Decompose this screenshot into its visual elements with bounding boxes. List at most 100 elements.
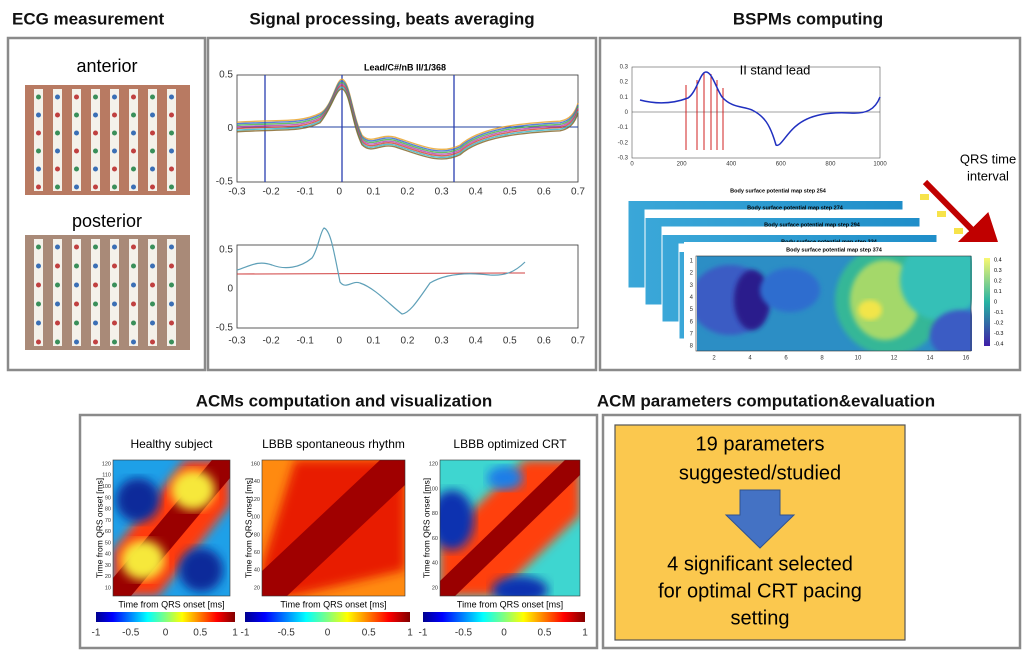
- y-tick-label: 0: [625, 110, 629, 116]
- electrode: [74, 112, 79, 118]
- acm-maps: Healthy subject Time from QRS onset [ms] T…: [94, 437, 585, 622]
- electrode: [74, 301, 79, 307]
- y-tick-label: 120: [251, 497, 260, 503]
- electrode: [74, 184, 79, 190]
- x-tick-label: -1: [241, 628, 250, 639]
- electrode: [36, 148, 41, 154]
- electrode: [36, 184, 41, 190]
- electrode: [93, 339, 98, 345]
- electrode: [93, 94, 98, 100]
- beat-trace: [236, 88, 579, 160]
- heading: ACMs computation and visualization: [196, 391, 493, 410]
- x-tick-label: 600: [776, 162, 787, 168]
- electrode: [93, 282, 98, 288]
- colorbar-tick-label: -0.3: [994, 331, 1003, 337]
- electrode: [74, 263, 79, 269]
- electrode: [169, 301, 174, 307]
- x-tick-label: -0.5: [278, 628, 296, 639]
- electrode: [74, 320, 79, 326]
- electrode: [55, 184, 60, 190]
- electrode: [36, 130, 41, 136]
- x-tick-label: 0.2: [401, 187, 415, 198]
- electrode: [36, 301, 41, 307]
- electrode: [93, 263, 98, 269]
- y-tick-label: 80: [254, 532, 260, 538]
- summary-text: 19 parameters: [696, 433, 825, 455]
- electrode: [169, 148, 174, 154]
- x-tick-label: 800: [825, 162, 836, 168]
- x-tick-label: -1: [419, 628, 428, 639]
- x-tick-label: -1: [92, 628, 101, 639]
- y-tick-label: 60: [105, 529, 111, 535]
- map-region: [930, 310, 972, 351]
- ecg-box: [6, 36, 207, 372]
- x-tick-label: 0.3: [435, 187, 449, 198]
- colorbar-tick-label: -0.2: [994, 320, 1003, 326]
- electrode: [93, 301, 98, 307]
- y-tick-label: 100: [429, 486, 438, 492]
- electrode: [131, 320, 136, 326]
- strip: [148, 89, 157, 191]
- colorbar-tick-label: -0.1: [994, 310, 1003, 316]
- x-tick-label: 0.5: [362, 628, 376, 639]
- electrode: [74, 130, 79, 136]
- x-tick-label: 0.5: [503, 336, 517, 347]
- arrow: [922, 179, 1005, 264]
- map-border: [261, 459, 406, 597]
- acm-map: [113, 460, 230, 596]
- y-tick-label: 6: [690, 319, 694, 325]
- y-tick-label: 120: [102, 461, 111, 467]
- x-axis-label: Time from QRS onset [ms]: [280, 599, 386, 609]
- electrode: [55, 282, 60, 288]
- electrode: [150, 301, 155, 307]
- electrode: [150, 244, 155, 250]
- colorbar-tick-label: 0.1: [994, 289, 1002, 295]
- electrode: [36, 339, 41, 345]
- map-title: Healthy subject: [130, 437, 213, 451]
- electrode: [150, 320, 155, 326]
- x-tick-label: 1: [582, 628, 588, 639]
- acm-box: [78, 413, 599, 650]
- label: QRS time: [960, 151, 1016, 166]
- heading: BSPMs computing: [733, 9, 883, 28]
- electrode: [36, 263, 41, 269]
- x-tick-label: 1: [232, 628, 238, 639]
- y-tick-label: -0.3: [618, 156, 629, 162]
- bspm-box: [598, 36, 1022, 372]
- x-tick-label: 0.6: [537, 187, 551, 198]
- x-tick-label: -0.3: [228, 187, 246, 198]
- electrode: [112, 130, 117, 136]
- electrodes: [34, 89, 176, 191]
- x-tick-label: 0.5: [503, 187, 517, 198]
- colorbar-tick-label: -0.4: [994, 341, 1003, 347]
- electrode: [169, 184, 174, 190]
- x-tick-label: 0.5: [193, 628, 207, 639]
- x-tick-label: 0: [163, 628, 169, 639]
- electrode: [131, 301, 136, 307]
- electrode: [169, 339, 174, 345]
- heading: ACM parameters computation&evaluation: [597, 391, 935, 410]
- y-tick-label: 0: [227, 284, 233, 295]
- electrode: [112, 94, 117, 100]
- x-tick-label: 6: [784, 356, 788, 362]
- strip: [110, 89, 119, 191]
- electrode: [150, 282, 155, 288]
- y-tick-label: 0: [227, 123, 233, 134]
- electrode: [93, 148, 98, 154]
- blob: [492, 576, 548, 596]
- blob: [440, 490, 474, 550]
- lead-trace: [639, 71, 881, 147]
- map-title: Body surface potential map step 254: [730, 188, 827, 194]
- y-tick-label: 40: [432, 561, 438, 567]
- x-tick-label: 0: [630, 162, 634, 168]
- y-tick-label: 0.5: [219, 245, 233, 256]
- y-tick-label: 0.3: [620, 65, 629, 71]
- electrode: [55, 112, 60, 118]
- x-tick-label: 0: [337, 187, 343, 198]
- electrode: [169, 112, 174, 118]
- x-tick-label: 2: [712, 356, 716, 362]
- electrode: [93, 166, 98, 172]
- x-tick-label: -0.5: [455, 628, 473, 639]
- y-tick-label: 1: [690, 259, 694, 265]
- electrode: [74, 166, 79, 172]
